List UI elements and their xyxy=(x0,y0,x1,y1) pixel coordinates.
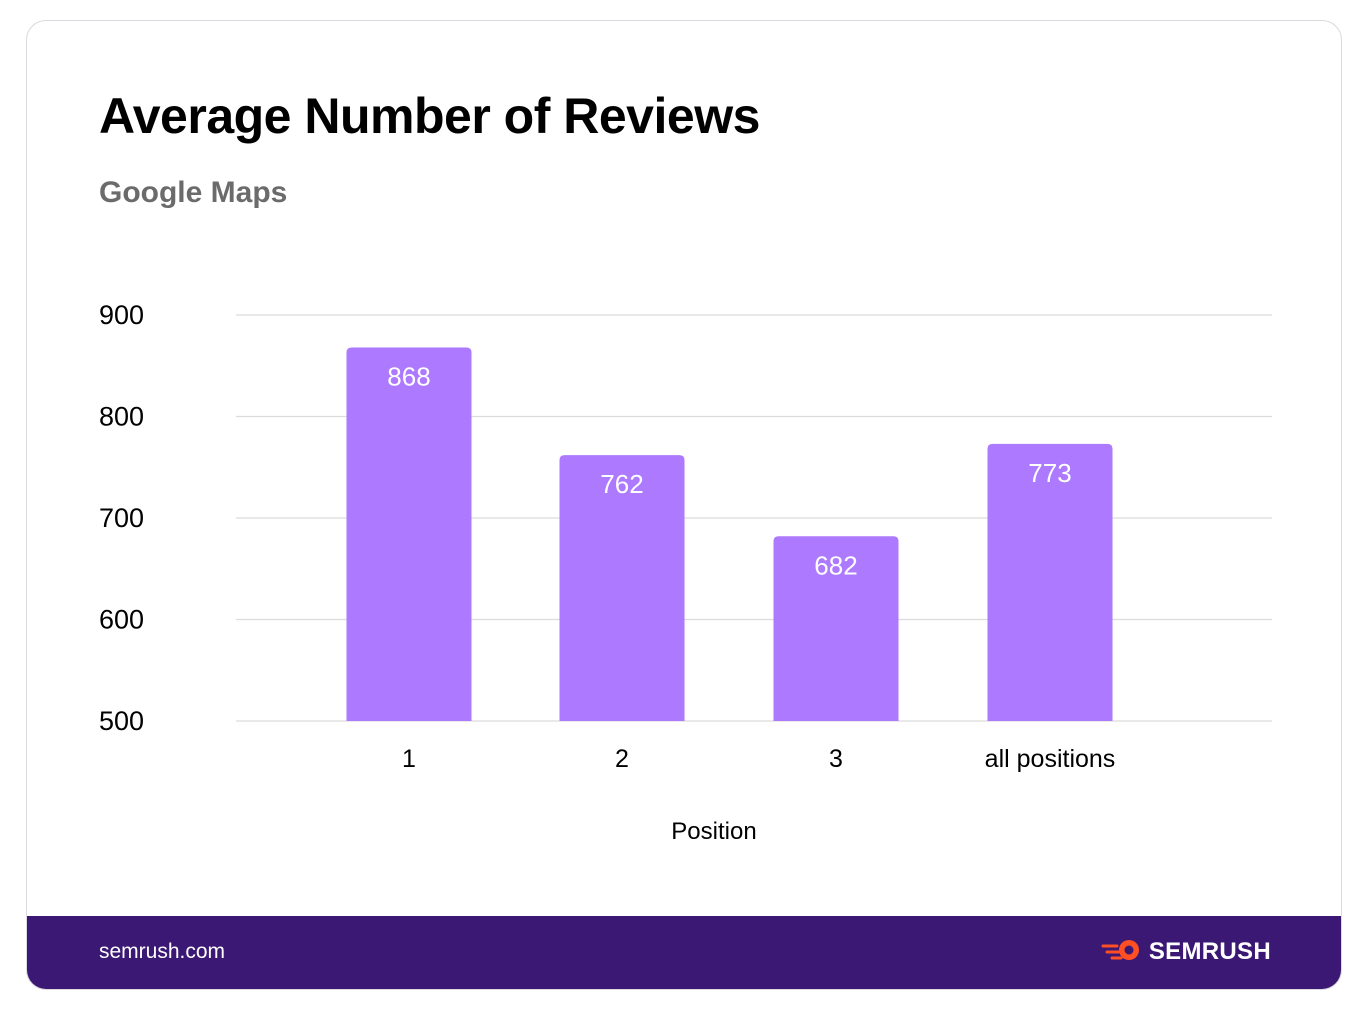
y-tick-label: 700 xyxy=(99,503,144,533)
y-axis-ticks: 500 600 700 800 900 xyxy=(99,300,144,736)
y-tick-label: 800 xyxy=(99,402,144,432)
x-axis-ticks: 1 2 3 all positions xyxy=(402,745,1115,773)
x-tick-label: 2 xyxy=(615,745,629,773)
y-tick-label: 600 xyxy=(99,605,144,635)
bar-value-label: 682 xyxy=(814,550,857,580)
x-tick-label: 1 xyxy=(402,745,416,773)
bars: 868 762 682 773 xyxy=(346,347,1113,721)
footer-site-link[interactable]: semrush.com xyxy=(99,940,226,963)
chart-card: Average Number of Reviews Google Maps 50… xyxy=(26,20,1342,990)
bar-value-label: 773 xyxy=(1028,458,1071,488)
bar xyxy=(346,347,472,721)
brand-name: SEMRUSH xyxy=(1148,938,1271,965)
footer-bar: semrush.com SEMRUSH xyxy=(27,916,1341,989)
bar-value-label: 762 xyxy=(600,469,643,499)
bar xyxy=(559,455,685,721)
y-tick-label: 900 xyxy=(99,300,144,330)
bar xyxy=(773,536,899,721)
brand-logo: SEMRUSH xyxy=(1101,937,1271,967)
bar xyxy=(987,443,1113,721)
bar-value-label: 868 xyxy=(387,361,430,391)
bar-chart: 500 600 700 800 900 868 762 682 773 1 2 3 all posi… xyxy=(99,300,1272,845)
chart-title: Average Number of Reviews xyxy=(99,88,760,144)
y-tick-label: 500 xyxy=(99,706,144,736)
semrush-flame-logo-icon xyxy=(1101,937,1143,968)
x-tick-label: all positions xyxy=(985,745,1116,773)
x-tick-label: 3 xyxy=(829,745,843,773)
x-axis-label: Position xyxy=(671,818,756,845)
chart-subtitle: Google Maps xyxy=(99,176,288,209)
